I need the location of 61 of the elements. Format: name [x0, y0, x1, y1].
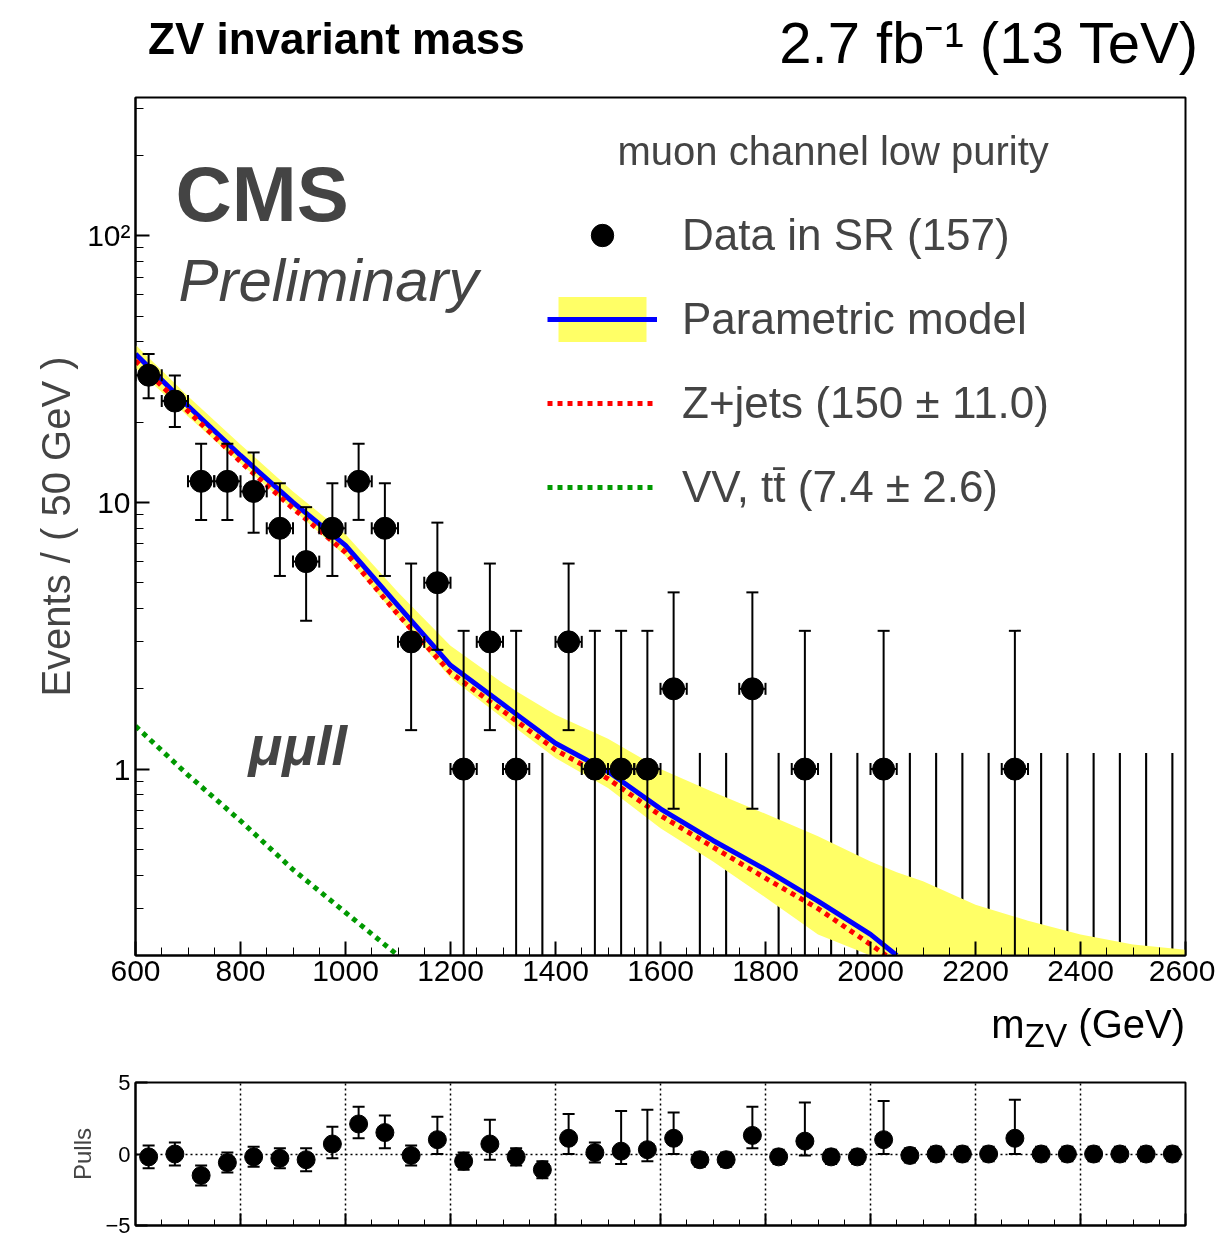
point: [872, 757, 896, 781]
point: [795, 1131, 815, 1151]
point: [611, 1141, 631, 1161]
point: [137, 363, 161, 387]
y-tick-label: 0: [118, 1141, 131, 1167]
point: [1003, 757, 1027, 781]
point: [793, 757, 817, 781]
x-axis-title: m$_{ZV}$ (GeV): [990, 1001, 1185, 1056]
annotation: CMS: [175, 149, 349, 238]
point: [425, 571, 449, 595]
x-tick-label: 2000: [837, 953, 904, 987]
x-tick-label: 1400: [522, 953, 589, 987]
legend-label: Parametric model: [682, 294, 1027, 344]
point: [480, 1134, 500, 1154]
point: [294, 550, 318, 574]
point: [322, 1134, 342, 1154]
point: [349, 1114, 369, 1134]
x-tick-label: 2400: [1047, 953, 1114, 987]
point: [1005, 1128, 1025, 1148]
point: [320, 516, 344, 540]
point: [664, 1128, 684, 1148]
x-tick-label: 600: [110, 953, 161, 987]
x-tick-label: 800: [215, 953, 266, 987]
annotation: μμll: [246, 714, 349, 777]
point: [347, 469, 371, 493]
point: [268, 516, 292, 540]
x-tick-label: 1200: [417, 953, 484, 987]
point: [557, 630, 581, 654]
chart-subtitle: 2.7 fb⁻¹ (13 TeV): [779, 9, 1198, 77]
point: [399, 630, 423, 654]
chart-title: ZV invariant mass: [148, 13, 525, 65]
point: [742, 1125, 762, 1145]
x-tick-label: 1600: [627, 953, 694, 987]
point: [637, 1140, 657, 1160]
y-tick-label: −5: [105, 1213, 131, 1238]
legend-label: VV, tt̄ (7.4 ± 2.6): [682, 462, 999, 512]
point: [373, 516, 397, 540]
point: [452, 757, 476, 781]
point: [740, 677, 764, 701]
y-tick-label: 10: [97, 485, 131, 519]
y-tick-label: 10²: [87, 219, 131, 253]
x-tick-label: 2200: [942, 953, 1009, 987]
y-tick-label: 1: [113, 752, 131, 786]
point: [559, 1128, 579, 1148]
x-tick-label: 1000: [312, 953, 379, 987]
x-tick-label: 1800: [732, 953, 799, 987]
y-tick-label: 5: [118, 1070, 131, 1095]
point: [874, 1130, 894, 1150]
point: [427, 1130, 447, 1150]
point: [163, 389, 187, 413]
legend-title: muon channel low purity: [617, 128, 1049, 173]
legend-label: Z+jets (150 ± 11.0): [682, 378, 1049, 428]
x-tick-label: 2600: [1148, 953, 1215, 987]
point: [478, 630, 502, 654]
legend-label: Data in SR (157): [682, 210, 1010, 260]
point: [662, 677, 686, 701]
y-axis-title: Pulls: [69, 1127, 97, 1181]
annotation: Preliminary: [178, 247, 483, 314]
point: [504, 757, 528, 781]
y-axis-title: Events / ( 50 GeV ): [34, 356, 79, 697]
point: [375, 1123, 395, 1143]
